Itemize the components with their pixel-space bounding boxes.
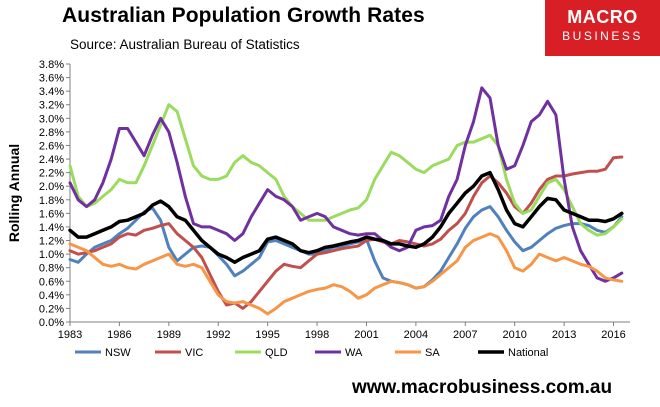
logo-line-business: BUSINESS <box>562 29 643 43</box>
legend-label-wa: WA <box>345 347 363 359</box>
legend-label-national: National <box>508 347 548 359</box>
x-tick-label: 1983 <box>58 329 82 341</box>
legend-label-qld: QLD <box>265 347 288 359</box>
y-tick-label: 1.0% <box>39 249 64 261</box>
y-tick-label: 0.8% <box>39 263 64 275</box>
y-tick-label: 3.8% <box>39 59 64 71</box>
series-line-sa <box>68 232 624 316</box>
x-tick-label: 1995 <box>255 329 279 341</box>
y-tick-label: 1.4% <box>39 222 64 234</box>
x-tick-label: 2010 <box>502 329 526 341</box>
y-tick-label: 3.6% <box>39 73 64 85</box>
y-tick-label: 1.6% <box>39 208 64 220</box>
x-tick-label: 2001 <box>354 329 378 341</box>
x-tick-label: 2013 <box>552 329 576 341</box>
y-tick-label: 1.2% <box>39 236 64 248</box>
y-tick-label: 0.6% <box>39 276 64 288</box>
y-tick-label: 0.2% <box>39 303 64 315</box>
legend-label-sa: SA <box>425 347 440 359</box>
x-tick-label: 2007 <box>453 329 477 341</box>
y-tick-label: 2.4% <box>39 154 64 166</box>
series-line-national <box>68 170 624 265</box>
legend-label-nsw: NSW <box>105 347 131 359</box>
x-tick-label: 2016 <box>601 329 625 341</box>
y-tick-label: 2.6% <box>39 140 64 152</box>
x-tick-label: 1992 <box>206 329 230 341</box>
chart-title: Australian Population Growth Rates <box>62 4 425 27</box>
x-tick-label: 2004 <box>404 329 428 341</box>
logo-line-macro: MACRO <box>567 7 638 27</box>
website-url: www.macrobusiness.com.au <box>352 377 613 398</box>
y-tick-label: 3.4% <box>39 86 64 98</box>
x-tick-label: 1986 <box>107 329 131 341</box>
x-tick-label: 1998 <box>305 329 329 341</box>
series-line-vic <box>68 155 624 310</box>
macrobusiness-logo: MACRO BUSINESS <box>545 0 660 56</box>
y-tick-label: 2.8% <box>39 127 64 139</box>
x-tick-label: 1989 <box>157 329 181 341</box>
chart-subtitle: Source: Australian Bureau of Statistics <box>70 37 300 52</box>
series-line-qld <box>68 103 624 237</box>
y-tick-label: 0.0% <box>39 317 64 329</box>
y-tick-label: 1.8% <box>39 195 64 207</box>
y-tick-label: 0.4% <box>39 290 64 302</box>
y-axis-label: Rolling Annual <box>6 144 22 242</box>
y-tick-label: 3.2% <box>39 100 64 112</box>
legend-label-vic: VIC <box>185 347 203 359</box>
series-line-wa <box>68 86 624 283</box>
y-tick-label: 3.0% <box>39 113 64 125</box>
y-tick-label: 2.0% <box>39 181 64 193</box>
y-tick-label: 2.2% <box>39 168 64 180</box>
